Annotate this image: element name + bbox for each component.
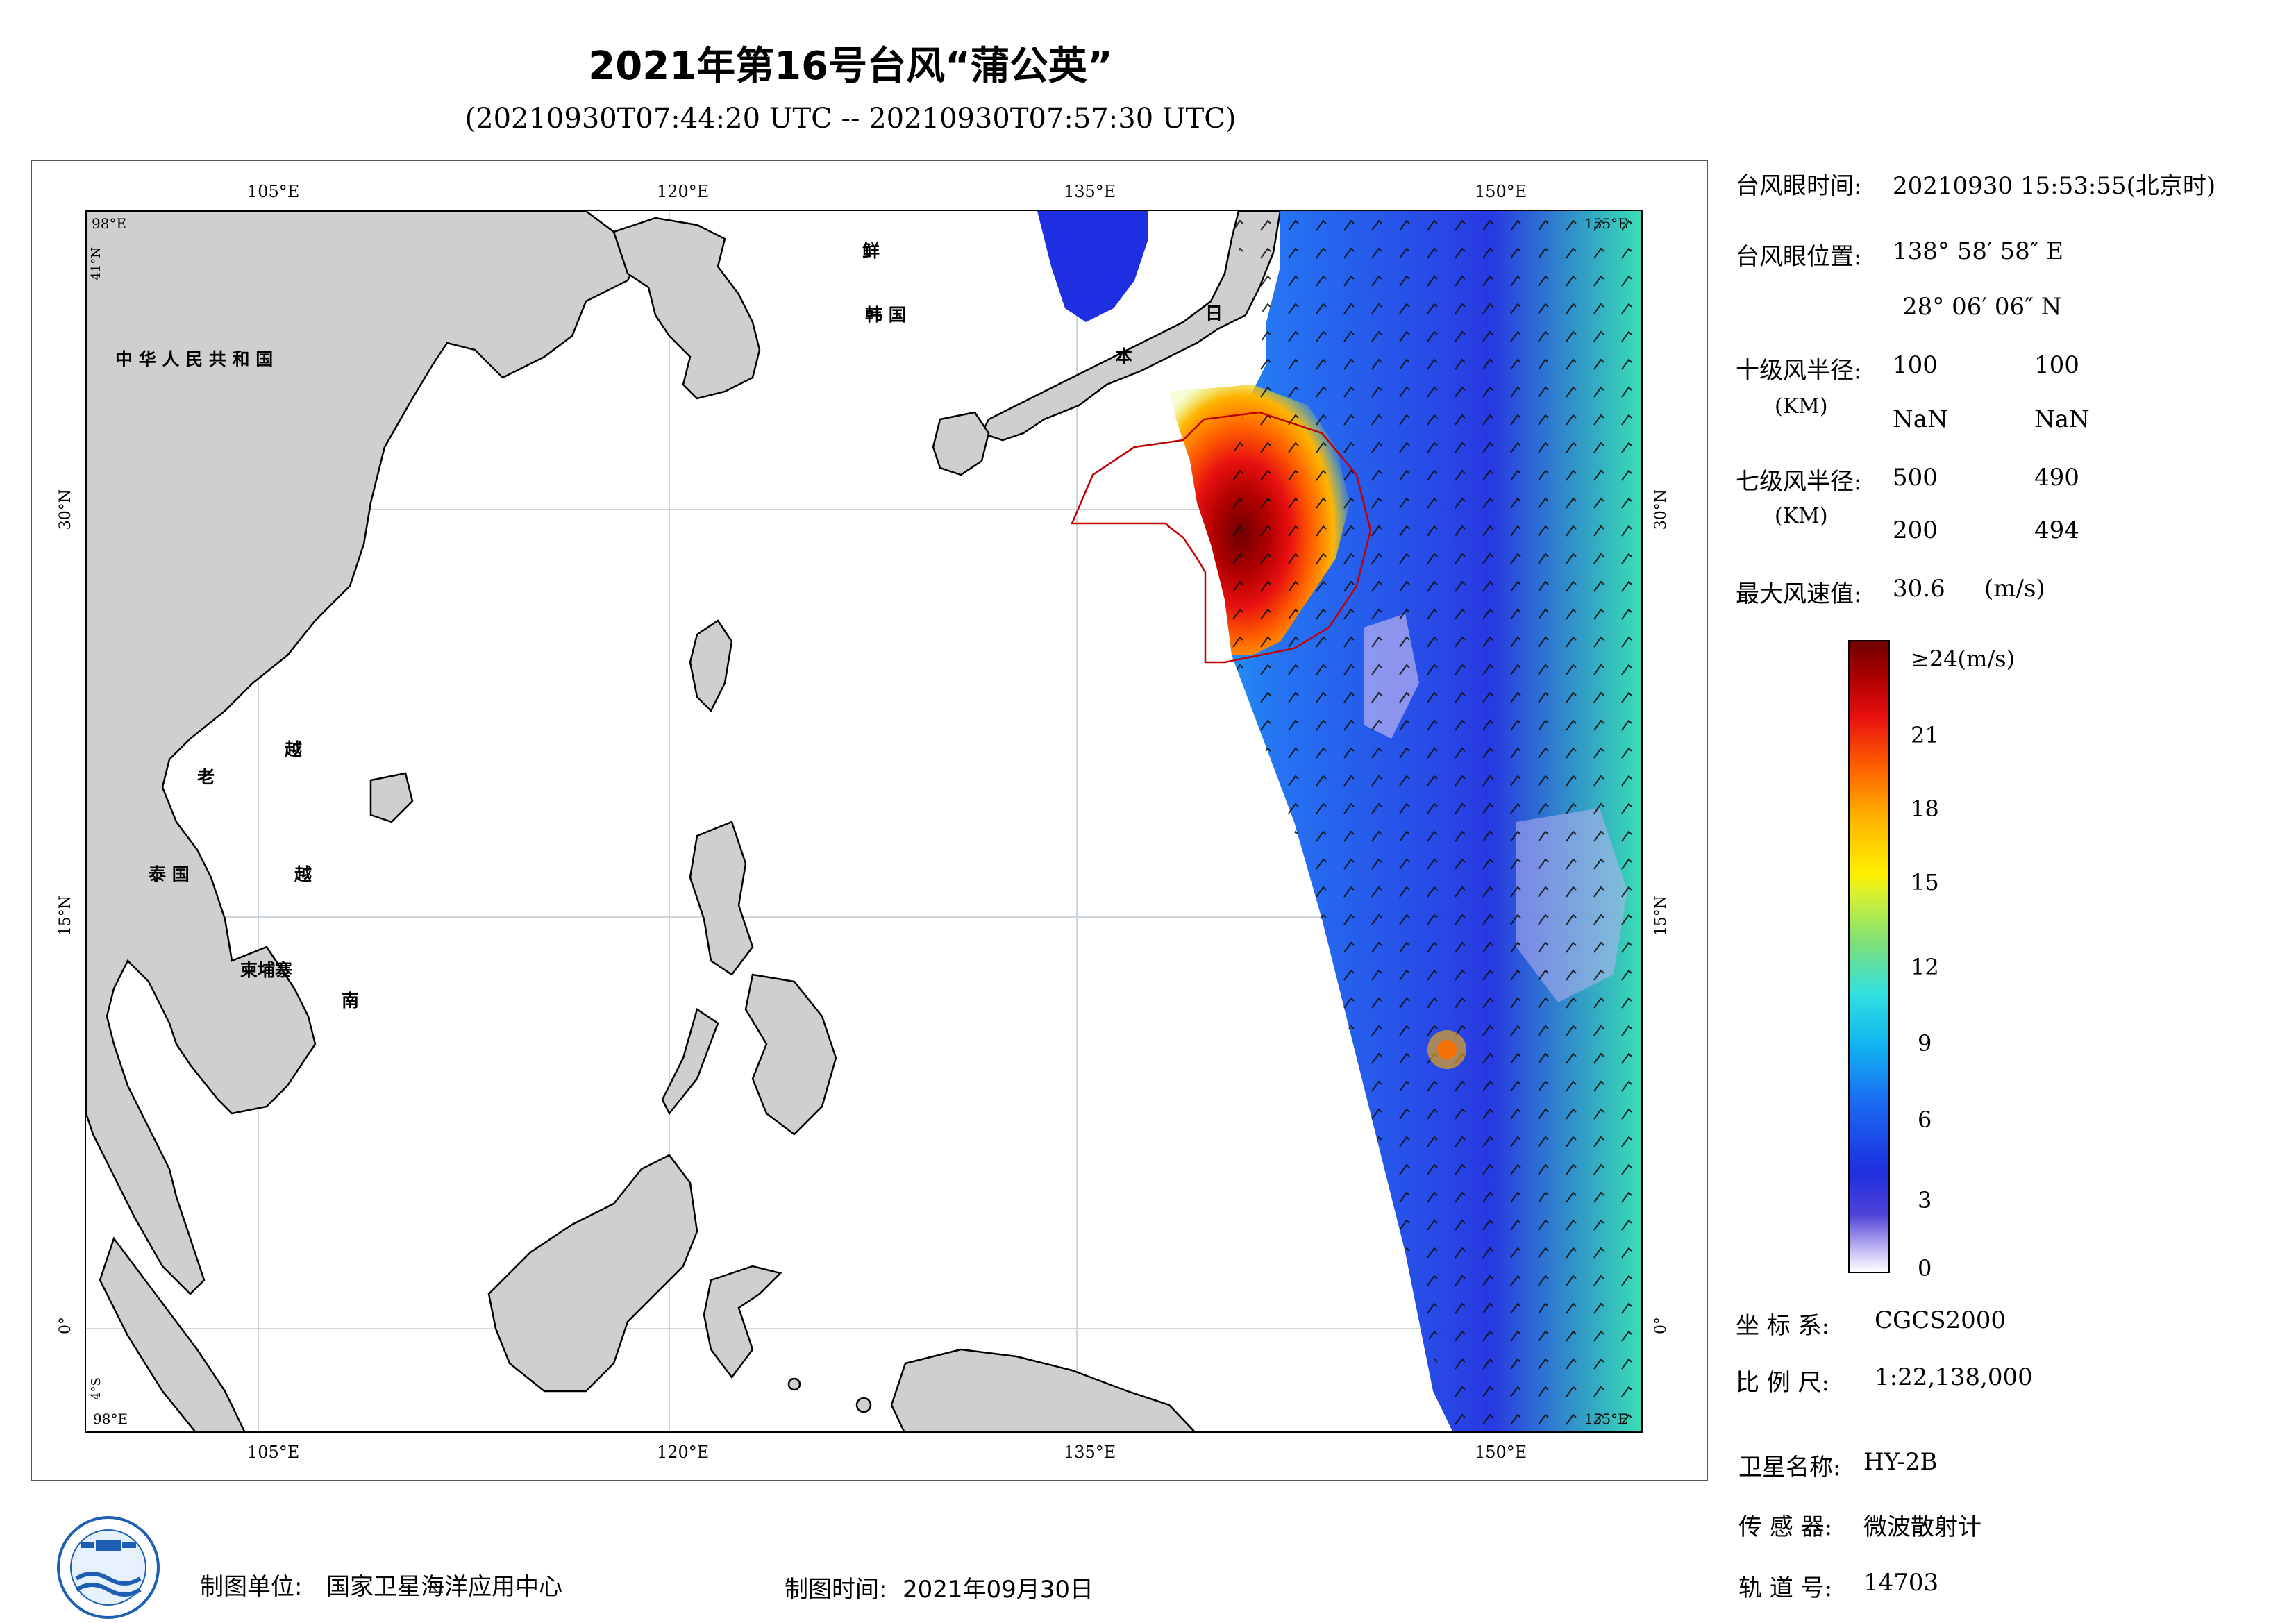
- label-japan-2: 本: [1115, 346, 1133, 367]
- map-title: 2021年第16号台风“蒲公英”: [588, 44, 1113, 89]
- label-dprk: 鲜: [862, 241, 880, 261]
- hainan: [369, 772, 414, 823]
- lat-tick-left-30: 30°N: [57, 489, 74, 530]
- map-area: 98°E 41°N 155°E 4°S 98°E 155°E 中 华 人 民 共…: [85, 210, 1643, 1433]
- eye-position-label: 台风眼位置:: [1736, 243, 1862, 271]
- sensor-value: 微波散射计: [1863, 1513, 1981, 1541]
- corner-lon-bottom-left: 98°E: [93, 1411, 128, 1427]
- coord-system-label: 坐 标 系:: [1736, 1312, 1830, 1340]
- r10-value-4: NaN: [2034, 405, 2090, 433]
- philippines: [661, 821, 837, 1136]
- lat-tick-right-0: 0°: [1652, 1317, 1670, 1334]
- eye-latitude: 28° 06′ 06″ N: [1902, 293, 2062, 321]
- r7-value-2: 490: [2034, 464, 2079, 491]
- lon-tick-bottom-135: 135°E: [1064, 1443, 1116, 1462]
- colorbar-label-21: 21: [1911, 722, 1939, 748]
- lon-tick-bottom-120: 120°E: [657, 1443, 710, 1462]
- korean-peninsula: [612, 217, 761, 400]
- lat-tick-right-30: 30°N: [1652, 489, 1670, 530]
- max-wind-value: 30.6: [1893, 575, 1945, 603]
- lon-tick-bottom-105: 105°E: [247, 1443, 300, 1462]
- scale-value: 1:22,138,000: [1875, 1363, 2033, 1391]
- r10-unit: (KM): [1775, 394, 1828, 419]
- label-laos: 老: [197, 767, 215, 787]
- r7-value-1: 500: [1893, 464, 1938, 491]
- colorbar-label-6: 6: [1918, 1107, 1932, 1133]
- footer-time-value: 2021年09月30日: [903, 1576, 1094, 1604]
- label-vietnam-2: 越: [294, 864, 312, 884]
- taiwan: [689, 619, 733, 713]
- kyushu: [932, 411, 990, 476]
- landmass: [86, 211, 1282, 1431]
- map-canvas: [86, 211, 1641, 1431]
- colorbar-label-18: 18: [1911, 796, 1939, 822]
- asia-mainland: [86, 211, 643, 1295]
- orbit-label: 轨 道 号:: [1738, 1574, 1833, 1602]
- r7-value-4: 494: [2034, 516, 2079, 544]
- corner-lat-top-left: 41°N: [89, 247, 103, 280]
- corner-lon-bottom-right: 155°E: [1584, 1411, 1628, 1427]
- label-rok: 韩 国: [865, 305, 906, 325]
- lat-tick-left-15: 15°N: [57, 895, 74, 936]
- max-wind-label: 最大风速值:: [1736, 580, 1862, 608]
- orbit-value: 14703: [1863, 1569, 1939, 1597]
- r10-value-3: NaN: [1893, 405, 1948, 433]
- wind-radius-outline: [1071, 411, 1372, 664]
- corner-lat-bottom-left: 4°S: [89, 1377, 103, 1400]
- eye-longitude: 138° 58′ 58″ E: [1893, 237, 2064, 265]
- max-wind-unit: (m/s): [1984, 575, 2045, 603]
- nsoas-logo: [57, 1516, 160, 1619]
- scale-label: 比 例 尺:: [1736, 1369, 1830, 1397]
- satellite-label: 卫星名称:: [1738, 1454, 1841, 1481]
- label-japan-1: 日: [1205, 303, 1223, 323]
- lon-tick-top-135: 135°E: [1064, 182, 1116, 201]
- lat-tick-left-0: 0°: [57, 1317, 74, 1334]
- footer-unit-value: 国家卫星海洋应用中心: [326, 1573, 562, 1601]
- coord-system-value: CGCS2000: [1875, 1306, 2006, 1334]
- sulawesi: [703, 1265, 782, 1379]
- lon-tick-top-105: 105°E: [247, 182, 300, 201]
- wind-speed-colorbar: [1848, 640, 1890, 1273]
- label-vietnam-1: 越: [285, 739, 303, 759]
- eye-time-value: 20210930 15:53:55(北京时): [1893, 172, 2216, 200]
- colorbar-label-0: 0: [1918, 1255, 1932, 1281]
- colorbar-label-12: 12: [1911, 954, 1939, 980]
- map-frame: [31, 160, 1708, 1481]
- r10-value-1: 100: [1893, 351, 1938, 379]
- corner-lon-top-right: 155°E: [1584, 215, 1628, 232]
- new-guinea: [890, 1348, 1196, 1431]
- r10-value-2: 100: [2034, 351, 2079, 379]
- r10-label: 十级风半径:: [1736, 357, 1862, 385]
- r7-value-3: 200: [1893, 516, 1938, 544]
- scatterometer-swath: [1037, 211, 1641, 1431]
- footer-time-label: 制图时间:: [785, 1576, 887, 1604]
- borneo: [487, 1154, 698, 1393]
- corner-lon-top-left: 98°E: [92, 215, 127, 232]
- footer-unit-label: 制图单位:: [200, 1573, 303, 1601]
- eye-time-label: 台风眼时间:: [1736, 172, 1862, 200]
- observation-time-range: (20210930T07:44:20 UTC -- 20210930T07:57…: [464, 103, 1237, 135]
- lon-tick-top-120: 120°E: [657, 182, 710, 201]
- sumatra: [99, 1236, 246, 1431]
- sensor-label: 传 感 器:: [1738, 1513, 1833, 1541]
- colorbar-label-24: ≥24(m/s): [1911, 646, 2016, 672]
- colorbar-label-15: 15: [1911, 869, 1939, 895]
- lon-tick-bottom-150: 150°E: [1475, 1443, 1527, 1462]
- label-vietnam-3: 南: [342, 991, 360, 1011]
- lon-tick-top-150: 150°E: [1475, 182, 1527, 201]
- label-thailand: 泰 国: [149, 864, 190, 884]
- colorbar-label-9: 9: [1918, 1030, 1932, 1057]
- r7-unit: (KM): [1775, 504, 1828, 528]
- r7-label: 七级风半径:: [1736, 468, 1862, 496]
- label-china: 中 华 人 民 共 和 国: [115, 349, 274, 369]
- lat-tick-right-15: 15°N: [1652, 895, 1670, 936]
- label-cambodia: 柬埔寨: [240, 960, 293, 980]
- satellite-value: HY-2B: [1863, 1448, 1938, 1476]
- colorbar-label-3: 3: [1918, 1187, 1932, 1213]
